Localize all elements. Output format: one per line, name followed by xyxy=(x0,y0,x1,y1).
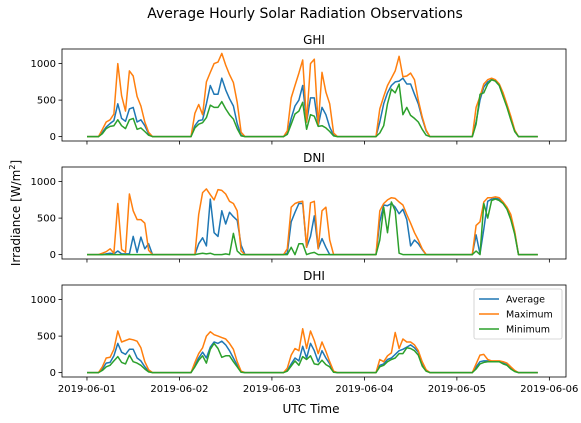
y-tick-label: 0 xyxy=(50,368,56,379)
series-line-minimum xyxy=(87,342,538,374)
legend-label-maximum: Maximum xyxy=(506,310,553,321)
y-tick-label: 500 xyxy=(37,214,56,225)
x-tick-label: 2019-06-02 xyxy=(150,384,208,395)
y-tick-label: 0 xyxy=(50,250,56,261)
figure-title: Average Hourly Solar Radiation Observati… xyxy=(147,6,463,22)
plot-frame xyxy=(61,166,567,260)
plot-frame xyxy=(61,48,567,142)
series-line-minimum xyxy=(87,78,538,138)
y-axis-label-text: Irradiance [W/m xyxy=(9,170,23,267)
x-axis-label: UTC Time xyxy=(283,402,340,416)
plot-frame xyxy=(61,284,567,378)
legend-label-minimum: Minimum xyxy=(506,325,550,336)
subplot-title: DNI xyxy=(303,151,325,165)
subplot-title: GHI xyxy=(303,33,325,47)
subplot-title: DHI xyxy=(303,269,325,283)
y-axis-label: Irradiance [W/m2] xyxy=(8,160,23,266)
y-axis-label-superscript: 2 xyxy=(8,165,17,170)
series-line-maximum xyxy=(87,328,538,374)
subplot-dni: DNI 0 500 1000 xyxy=(31,151,567,263)
x-tick-label: 2019-06-01 xyxy=(58,384,116,395)
legend-frame xyxy=(473,288,563,340)
x-tick-label: 2019-06-06 xyxy=(520,384,578,395)
subplot-dhi: DHI 0 500 1000 2019-06-01 2019-06-02 2019-06-0… xyxy=(31,269,579,395)
series-line-maximum xyxy=(87,52,538,138)
x-tick-label: 2019-06-04 xyxy=(335,384,393,395)
legend: Average Maximum Minimum xyxy=(473,288,563,340)
series-line-average xyxy=(87,77,538,138)
x-tick-label: 2019-06-05 xyxy=(428,384,486,395)
y-tick-label: 1000 xyxy=(31,295,56,306)
legend-label-average: Average xyxy=(506,295,545,306)
y-tick-label: 1000 xyxy=(31,177,56,188)
series-line-average xyxy=(87,340,538,374)
y-tick-label: 0 xyxy=(50,132,56,143)
y-tick-label: 500 xyxy=(37,332,56,343)
series-line-minimum xyxy=(87,198,538,256)
y-axis-label-close: ] xyxy=(9,160,23,165)
y-tick-label: 500 xyxy=(37,96,56,107)
subplot-ghi: GHI 0 500 1000 xyxy=(31,33,567,145)
series-line-average xyxy=(87,197,538,256)
x-tick-label: 2019-06-03 xyxy=(243,384,301,395)
subplot-panels: GHI 0 500 1000 DNI 0 500 1000 DHI 0 500 1000 2019-06… xyxy=(31,33,579,395)
y-tick-label: 1000 xyxy=(31,59,56,70)
series-line-maximum xyxy=(87,188,538,256)
